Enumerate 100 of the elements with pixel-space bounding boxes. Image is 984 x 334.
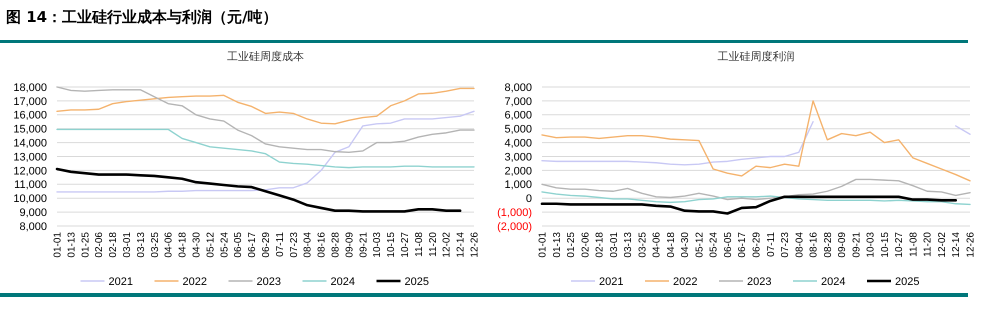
y-tick-label: 17,000 bbox=[13, 96, 47, 108]
x-tick-label: 08-28 bbox=[330, 232, 342, 258]
legend-label: 2021 bbox=[108, 276, 133, 288]
y-tick-label: 4,000 bbox=[504, 137, 532, 150]
x-tick-label: 12-14 bbox=[951, 232, 962, 258]
x-tick-label: 07-23 bbox=[288, 232, 300, 258]
y-tick-label: (1,000) bbox=[497, 206, 532, 219]
line-series bbox=[541, 178, 971, 200]
y-tick-label: 18,000 bbox=[13, 82, 47, 94]
x-tick-label: 08-04 bbox=[794, 232, 806, 258]
line-series bbox=[541, 191, 971, 206]
y-tick-label: 13,000 bbox=[13, 151, 47, 164]
x-tick-label: 04-06 bbox=[164, 232, 175, 258]
x-tick-label: 01-01 bbox=[538, 232, 548, 258]
y-tick-label: 8,000 bbox=[19, 220, 47, 233]
x-tick-label: 10-27 bbox=[894, 232, 906, 258]
x-tick-label: 08-04 bbox=[302, 232, 314, 258]
x-tick-label: 03-25 bbox=[150, 232, 161, 258]
chart-title: 图 14：工业硅行业成本与利润（元/吨） bbox=[6, 8, 278, 26]
x-tick-label: 11-08 bbox=[414, 232, 425, 257]
legend-label: 2021 bbox=[599, 276, 624, 288]
x-tick-label: 04-18 bbox=[178, 232, 189, 258]
x-tick-label: 01-25 bbox=[80, 232, 92, 258]
line-series bbox=[56, 110, 475, 193]
x-tick-label: 03-01 bbox=[122, 232, 133, 258]
x-tick-label: 07-23 bbox=[780, 232, 792, 258]
y-tick-label: 9,000 bbox=[19, 206, 47, 219]
x-tick-label: 04-18 bbox=[666, 232, 677, 258]
x-tick-label: 04-06 bbox=[652, 232, 663, 258]
x-tick-label: 11-20 bbox=[922, 232, 934, 257]
x-tick-label: 01-01 bbox=[52, 232, 64, 258]
x-tick-label: 06-29 bbox=[752, 232, 762, 258]
legend-label: 2024 bbox=[330, 276, 355, 288]
legend-label: 2023 bbox=[747, 276, 772, 288]
x-tick-label: 03-01 bbox=[608, 232, 620, 258]
y-tick-label: 0 bbox=[526, 193, 532, 206]
x-tick-label: 01-13 bbox=[552, 232, 563, 258]
line-series bbox=[56, 128, 475, 168]
x-tick-label: 06-05 bbox=[233, 232, 244, 258]
legend-label: 2024 bbox=[821, 276, 846, 288]
y-tick-label: 1,000 bbox=[504, 179, 532, 192]
y-tick-label: 11,000 bbox=[14, 179, 47, 192]
x-tick-label: 03-13 bbox=[136, 232, 147, 258]
y-tick-label: 16,000 bbox=[13, 110, 47, 122]
y-tick-label: 7,000 bbox=[504, 96, 532, 108]
x-tick-label: 05-12 bbox=[694, 232, 706, 258]
x-tick-label: 04-30 bbox=[192, 232, 202, 258]
y-tick-label: (2,000) bbox=[497, 220, 532, 233]
x-tick-label: 12-14 bbox=[456, 232, 467, 258]
y-tick-label: 6,000 bbox=[504, 110, 532, 122]
legend-label: 2025 bbox=[404, 276, 429, 288]
x-tick-label: 09-21 bbox=[358, 232, 370, 258]
y-tick-label: 15,000 bbox=[13, 124, 47, 136]
x-tick-label: 10-15 bbox=[880, 232, 891, 258]
x-tick-label: 08-28 bbox=[822, 232, 834, 258]
y-tick-label: 2,000 bbox=[504, 165, 532, 178]
x-tick-label: 02-18 bbox=[108, 232, 120, 258]
legend-label: 2022 bbox=[673, 276, 698, 288]
line-series bbox=[56, 168, 462, 213]
x-tick-label: 11-20 bbox=[428, 232, 439, 257]
y-tick-label: 12,000 bbox=[13, 165, 47, 178]
x-tick-label: 09-09 bbox=[837, 232, 848, 258]
y-tick-label: 3,000 bbox=[504, 151, 532, 164]
legend-label: 2022 bbox=[182, 276, 207, 288]
y-tick-label: 8,000 bbox=[504, 82, 532, 94]
line-series bbox=[56, 88, 475, 125]
x-tick-label: 12-26 bbox=[966, 232, 976, 258]
x-tick-label: 08-16 bbox=[808, 232, 820, 258]
x-tick-label: 06-29 bbox=[261, 232, 272, 258]
x-tick-label: 06-17 bbox=[737, 232, 748, 258]
x-tick-label: 12-02 bbox=[442, 232, 453, 258]
x-tick-label: 03-25 bbox=[637, 232, 648, 258]
x-tick-label: 10-27 bbox=[400, 232, 411, 258]
x-tick-label: 10-15 bbox=[386, 232, 398, 258]
x-tick-label: 07-11 bbox=[766, 232, 777, 257]
x-tick-label: 12-02 bbox=[936, 232, 948, 258]
x-tick-label: 12-26 bbox=[470, 232, 480, 258]
x-tick-label: 10-03 bbox=[866, 232, 877, 258]
x-tick-label: 05-24 bbox=[219, 232, 230, 258]
x-tick-label: 05-24 bbox=[708, 232, 720, 258]
line-series bbox=[540, 196, 958, 215]
x-tick-label: 01-25 bbox=[566, 232, 578, 258]
x-tick-label: 04-30 bbox=[680, 232, 692, 258]
y-tick-label: 10,000 bbox=[13, 193, 47, 206]
y-tick-label: 14,000 bbox=[13, 137, 47, 150]
x-tick-label: 09-21 bbox=[851, 232, 862, 258]
chart-title: 工业硅周度利润 bbox=[718, 50, 794, 63]
x-tick-label: 03-13 bbox=[623, 232, 634, 258]
x-tick-label: 10-03 bbox=[372, 232, 384, 258]
x-tick-label: 11-08 bbox=[908, 232, 920, 257]
line-series bbox=[541, 100, 971, 182]
x-tick-label: 05-12 bbox=[205, 232, 216, 258]
x-tick-label: 09-09 bbox=[344, 232, 356, 258]
y-tick-label: 5,000 bbox=[504, 124, 532, 136]
x-tick-label: 01-13 bbox=[66, 232, 78, 258]
line-series bbox=[56, 86, 475, 154]
x-tick-label: 06-05 bbox=[722, 232, 734, 258]
legend-label: 2025 bbox=[895, 276, 920, 288]
x-tick-label: 02-06 bbox=[580, 232, 592, 258]
x-tick-label: 07-11 bbox=[274, 232, 286, 257]
